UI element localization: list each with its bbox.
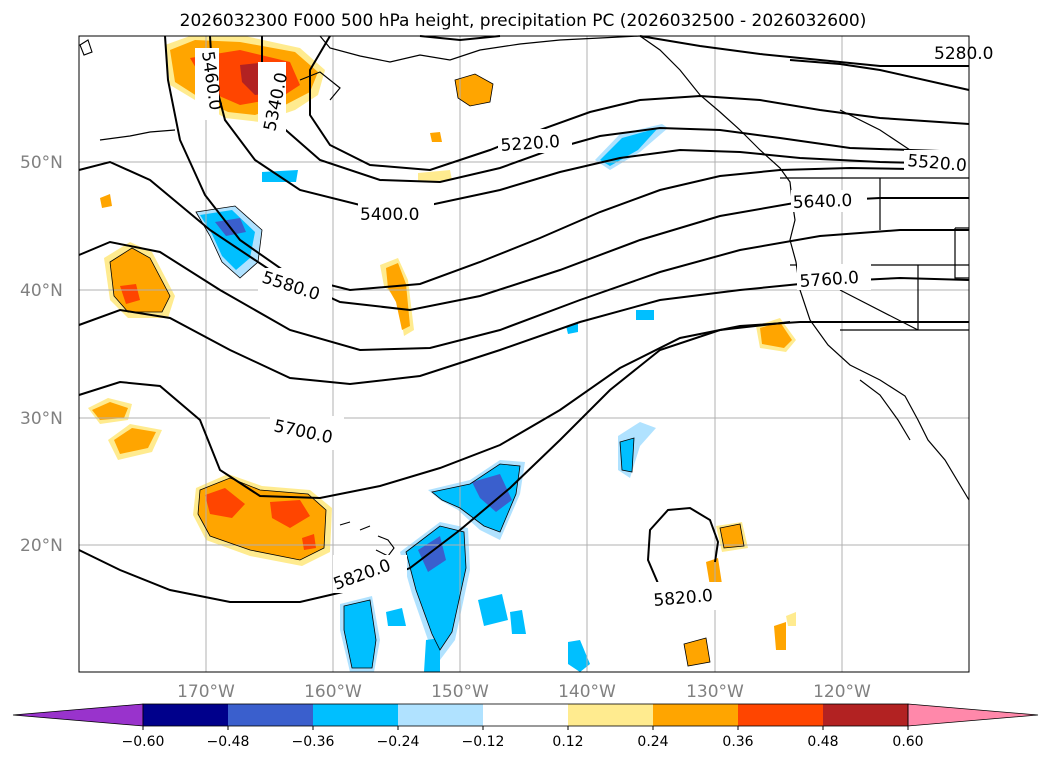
precip-blob-small-8	[684, 638, 710, 666]
colorbar-tick-label: 0.60	[892, 734, 923, 750]
colorbar-tick-label: 0.48	[807, 734, 838, 750]
colorbar-cell	[398, 704, 483, 726]
precip-blob-small-3	[100, 194, 112, 208]
precip-blob-gulf	[455, 74, 493, 106]
colorbar-cell	[568, 704, 653, 726]
lon-tick-labels: 170°W 160°W 150°W 140°W 130°W 120°W	[177, 682, 871, 702]
precip-blob-small-9	[774, 622, 786, 650]
precip-blob-nepac-blue	[595, 124, 668, 170]
colorbar-extend-low	[12, 703, 144, 727]
colorbar-cell	[823, 704, 908, 726]
precip-blob-mid-blue	[620, 438, 634, 472]
precip-blob-small-10	[786, 612, 796, 626]
lon-label-120w: 120°W	[813, 682, 871, 702]
contour-label-5220: 5220.0	[500, 132, 561, 156]
colorbar-tick-label: 0.36	[722, 734, 753, 750]
precip-blob-small-6	[636, 310, 654, 320]
colorbar-extend-high	[907, 703, 1039, 727]
lon-label-150w: 150°W	[431, 682, 489, 702]
colorbar-tick-label: 0.12	[552, 734, 583, 750]
contour-label-5760: 5760.0	[799, 268, 860, 292]
contour-label-5280: 5280.0	[934, 44, 993, 64]
islands	[79, 39, 395, 557]
colorbar-tick-label: −0.60	[122, 734, 165, 750]
lon-label-130w: 130°W	[686, 682, 744, 702]
lat-label-40: 40°N	[20, 281, 63, 301]
colorbar-cells	[12, 703, 1039, 727]
lon-label-170w: 170°W	[177, 682, 235, 702]
lat-label-30: 30°N	[20, 409, 63, 429]
map-frame	[78, 35, 970, 673]
colorbar-cell	[738, 704, 823, 726]
colorbar-cell	[483, 704, 568, 726]
lon-label-140w: 140°W	[558, 682, 616, 702]
precip-blob-hawaii-blue	[340, 460, 590, 672]
precip-blob-ca-orange	[760, 322, 792, 348]
colorbar-tick-label: −0.48	[207, 734, 250, 750]
figure-title: 2026032300 F000 500 hPa height, precipit…	[180, 11, 867, 31]
lat-tick-labels: 50°N 40°N 30°N 20°N	[20, 153, 63, 556]
contour-label-5400: 5400.0	[360, 205, 419, 225]
precip-blob-west-orange	[104, 242, 175, 318]
colorbar-tick-label: −0.36	[292, 734, 335, 750]
contour-labels: 5280.0 5460.0 5340.0 5220.0 5520.0 5400.…	[195, 41, 993, 611]
precip-blob-sub-orange	[720, 524, 744, 548]
colorbar-tick-label: −0.12	[462, 734, 505, 750]
precip-blob-small-1	[430, 132, 442, 142]
colorbar-frame	[142, 703, 909, 727]
precip-blob-small-2	[418, 170, 452, 182]
colorbar: −0.60 −0.48 −0.36 −0.24 −0.12 0.12 0.24 0.36 0.4…	[12, 703, 1039, 750]
colorbar-cell	[143, 704, 228, 726]
colorbar-cell	[313, 704, 398, 726]
lat-label-20: 20°N	[20, 536, 63, 556]
precip-outlines	[109, 73, 745, 669]
precip-blob-central-orange	[386, 263, 410, 330]
colorbar-tick-label: 0.24	[637, 734, 668, 750]
lat-label-50: 50°N	[20, 153, 63, 173]
colorbar-cell	[653, 704, 738, 726]
map-panel: 5280.0 5460.0 5340.0 5220.0 5520.0 5400.…	[78, 35, 993, 673]
colorbar-ticks: −0.60 −0.48 −0.36 −0.24 −0.12 0.12 0.24 0.36 0.4…	[122, 726, 924, 750]
lon-label-160w: 160°W	[304, 682, 362, 702]
precip-blob-small-7	[706, 558, 722, 586]
colorbar-tick-label: −0.24	[377, 734, 420, 750]
colorbar-cell	[228, 704, 313, 726]
contour-label-5640: 5640.0	[792, 191, 852, 213]
